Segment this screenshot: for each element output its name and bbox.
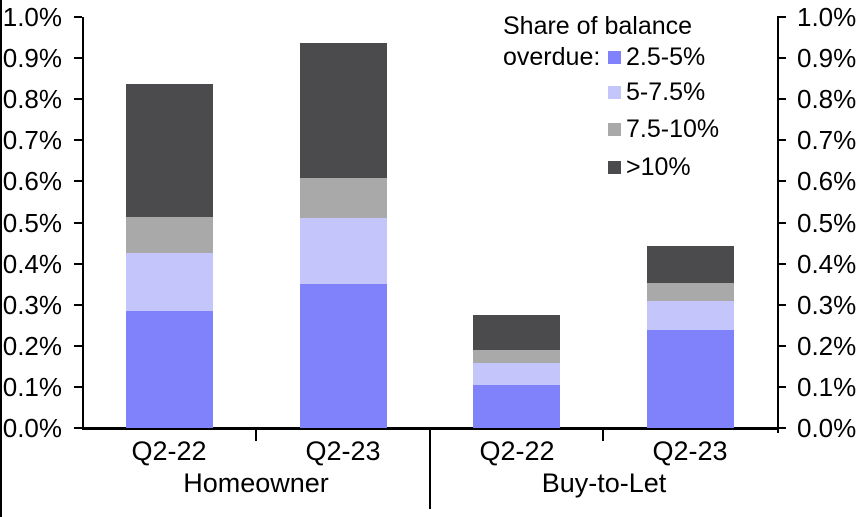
y-axis-tick-label: 1.0% <box>2 2 62 32</box>
legend-item: 7.5-10% <box>608 116 719 142</box>
category-boundary-tick <box>602 428 604 441</box>
legend-item-label: 2.5-5% <box>626 43 706 71</box>
category-label: Q2-23 <box>305 436 381 466</box>
category-label: Q2-23 <box>652 436 728 466</box>
y-axis-tick-label: 0.7% <box>2 125 62 155</box>
bar-segment <box>300 218 387 284</box>
group-separator-line <box>429 428 431 509</box>
bar-segment <box>300 284 387 428</box>
y-axis-tick <box>777 386 786 388</box>
y-axis-tick-label: 0.2% <box>2 331 62 361</box>
y-axis-tick <box>74 16 82 18</box>
bar-segment <box>300 43 387 178</box>
y-axis-tick <box>777 180 786 182</box>
y-axis-tick-label: 0.9% <box>797 43 857 73</box>
bar-segment <box>473 363 560 385</box>
group-label: Homeowner <box>183 468 329 498</box>
bar-segment <box>300 178 387 218</box>
category-boundary-tick <box>255 428 257 441</box>
y-axis-tick-label: 0.5% <box>797 208 857 238</box>
y-axis-tick <box>74 98 82 100</box>
y-axis-tick-label: 0.0% <box>2 413 62 443</box>
legend-item: >10% <box>608 154 691 180</box>
y-axis-tick-label: 0.4% <box>2 249 62 279</box>
y-axis-tick <box>74 57 82 59</box>
y-axis-tick <box>74 180 82 182</box>
legend-item-label: 7.5-10% <box>626 115 720 143</box>
legend-title-line2: overdue: <box>503 43 601 71</box>
y-axis-tick-label: 0.0% <box>797 413 857 443</box>
y-axis-tick-label: 0.7% <box>797 125 857 155</box>
y-axis-tick-label: 0.8% <box>797 84 857 114</box>
y-axis-tick-label: 0.3% <box>2 290 62 320</box>
y-axis-tick <box>74 139 82 141</box>
y-axis-tick <box>74 427 82 429</box>
y-axis-tick <box>777 263 786 265</box>
y-axis-tick-label: 0.4% <box>797 249 857 279</box>
y-axis-tick-label: 0.1% <box>2 372 62 402</box>
legend-swatch <box>608 160 621 174</box>
y-axis-tick-label: 0.3% <box>797 290 857 320</box>
bar-segment <box>647 301 734 330</box>
y-axis-tick <box>777 304 786 306</box>
y-axis-tick <box>777 427 786 429</box>
y-axis-tick-label: 0.5% <box>2 208 62 238</box>
legend-swatch <box>608 122 621 136</box>
y-axis-left-line <box>82 17 84 428</box>
legend-swatch <box>608 50 621 64</box>
category-label: Q2-22 <box>131 436 207 466</box>
y-axis-tick <box>777 345 786 347</box>
y-axis-tick-label: 0.9% <box>2 43 62 73</box>
legend-item-label: 5-7.5% <box>626 78 706 106</box>
bar-segment <box>126 84 213 217</box>
bar-segment <box>473 315 560 350</box>
y-axis-tick <box>777 222 786 224</box>
legend-item-label: >10% <box>626 153 691 181</box>
bar-segment <box>473 350 560 363</box>
bar-segment <box>126 217 213 253</box>
y-axis-tick-label: 0.6% <box>797 166 857 196</box>
legend-item: 5-7.5% <box>608 79 705 105</box>
bar-segment <box>647 283 734 301</box>
bar-segment <box>473 385 560 428</box>
y-axis-right-line <box>777 17 779 433</box>
y-axis-tick <box>74 263 82 265</box>
bar-segment <box>126 253 213 311</box>
y-axis-tick-label: 1.0% <box>797 2 857 32</box>
bar-segment <box>647 330 734 428</box>
y-axis-tick-label: 0.1% <box>797 372 857 402</box>
left-edge-line <box>0 0 2 517</box>
legend-title-line1: Share of balance <box>503 12 693 40</box>
y-axis-tick <box>777 139 786 141</box>
legend-item: 2.5-5% <box>608 44 705 70</box>
y-axis-tick <box>777 57 786 59</box>
bar-segment <box>647 246 734 283</box>
y-axis-tick <box>777 16 786 18</box>
group-label: Buy-to-Let <box>541 468 667 498</box>
y-axis-tick-label: 0.6% <box>2 166 62 196</box>
bar-segment <box>126 311 213 428</box>
category-label: Q2-22 <box>479 436 555 466</box>
y-axis-tick-label: 0.8% <box>2 84 62 114</box>
y-axis-tick <box>74 345 82 347</box>
y-axis-tick <box>74 222 82 224</box>
y-axis-tick-label: 0.2% <box>797 331 857 361</box>
y-axis-tick <box>777 98 786 100</box>
y-axis-tick <box>74 386 82 388</box>
y-axis-tick <box>74 304 82 306</box>
legend-swatch <box>608 85 621 99</box>
